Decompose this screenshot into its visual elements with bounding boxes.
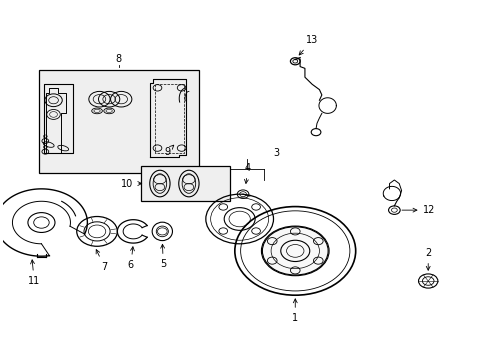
Text: 6: 6 bbox=[127, 247, 134, 270]
Text: 3: 3 bbox=[272, 148, 279, 158]
Circle shape bbox=[261, 226, 328, 276]
Text: 9: 9 bbox=[164, 145, 173, 157]
Text: 12: 12 bbox=[401, 205, 435, 215]
Text: 13: 13 bbox=[299, 35, 318, 55]
Text: 4: 4 bbox=[244, 163, 250, 183]
Text: 7: 7 bbox=[96, 249, 107, 271]
Text: 10: 10 bbox=[121, 179, 142, 189]
Bar bbox=[140, 166, 229, 201]
Bar bbox=[39, 70, 198, 173]
Text: 11: 11 bbox=[28, 260, 40, 286]
Text: 2: 2 bbox=[424, 248, 430, 270]
Text: 1: 1 bbox=[292, 299, 298, 323]
Text: 5: 5 bbox=[160, 244, 166, 269]
Text: 8: 8 bbox=[116, 54, 122, 64]
